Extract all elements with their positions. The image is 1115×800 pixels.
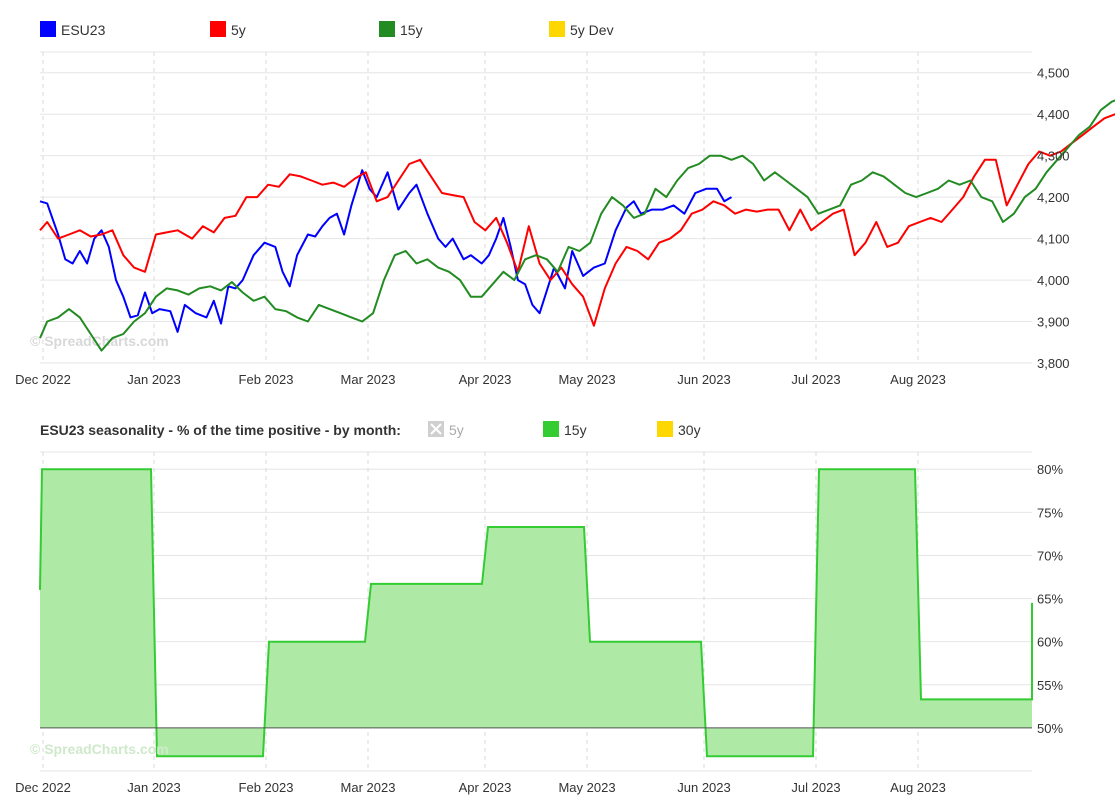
- watermark: © SpreadCharts.com: [30, 741, 169, 757]
- legend-item-15y[interactable]: 15y: [543, 421, 587, 438]
- x-tick-label: Dec 2022: [15, 372, 71, 387]
- legend-item-5y[interactable]: 5y: [210, 21, 246, 38]
- y-tick-label: 60%: [1037, 635, 1063, 650]
- y-tick-label: 4,400: [1037, 107, 1070, 122]
- y-tick-label: 50%: [1037, 721, 1063, 736]
- y-tick-label: 75%: [1037, 505, 1063, 520]
- watermark: © SpreadCharts.com: [30, 333, 169, 349]
- legend-item-5y-dev[interactable]: 5y Dev: [549, 21, 614, 38]
- y-tick-label: 3,800: [1037, 356, 1070, 371]
- price-line-chart: ESU23 5y 15y 5y Dev © SpreadCharts.com D…: [15, 21, 1115, 387]
- seasonality-x-axis: Dec 2022 Jan 2023 Feb 2023 Mar 2023 Apr 2023…: [15, 780, 946, 795]
- series-line-15y[interactable]: [39, 94, 1115, 352]
- y-tick-label: 4,500: [1037, 66, 1070, 81]
- x-tick-label: Dec 2022: [15, 780, 71, 795]
- legend-swatch-15y: [543, 421, 559, 437]
- legend-swatch-30y: [657, 421, 673, 437]
- y-tick-label: 4,200: [1037, 190, 1070, 205]
- x-tick-label: May 2023: [558, 780, 615, 795]
- seasonality-area-chart: ESU23 seasonality - % of the time positi…: [15, 421, 1063, 795]
- x-tick-label: Feb 2023: [239, 372, 294, 387]
- legend-label-esu23: ESU23: [61, 22, 106, 38]
- legend-item-esu23[interactable]: ESU23: [40, 21, 106, 38]
- x-tick-label: Jan 2023: [127, 780, 181, 795]
- x-tick-label: Jun 2023: [677, 780, 731, 795]
- series-line-5y[interactable]: [39, 73, 1115, 327]
- legend-item-5y-disabled[interactable]: 5y: [428, 421, 464, 438]
- y-tick-label: 4,000: [1037, 273, 1070, 288]
- legend-label-5y: 5y: [231, 22, 246, 38]
- x-tick-label: Apr 2023: [459, 780, 512, 795]
- x-tick-label: Mar 2023: [341, 780, 396, 795]
- y-tick-label: 55%: [1037, 678, 1063, 693]
- y-tick-label: 80%: [1037, 462, 1063, 477]
- legend-swatch-esu23: [40, 21, 56, 37]
- series-area-15y: [40, 469, 1032, 757]
- x-tick-label: Feb 2023: [239, 780, 294, 795]
- y-tick-label: 4,300: [1037, 149, 1070, 164]
- y-tick-label: 70%: [1037, 548, 1063, 563]
- seasonality-series: [39, 468, 1033, 758]
- legend-label-15y: 15y: [400, 22, 423, 38]
- seasonality-title: ESU23 seasonality - % of the time positi…: [40, 422, 401, 438]
- x-tick-label: Jul 2023: [791, 780, 840, 795]
- y-tick-label: 65%: [1037, 592, 1063, 607]
- x-tick-label: May 2023: [558, 372, 615, 387]
- x-tick-label: Jun 2023: [677, 372, 731, 387]
- price-chart-grid: [40, 51, 1032, 364]
- disabled-x-icon: [430, 423, 442, 435]
- x-tick-label: Aug 2023: [890, 372, 946, 387]
- legend-label-5y-dev: 5y Dev: [570, 22, 614, 38]
- legend-swatch-15y: [379, 21, 395, 37]
- x-tick-label: Jul 2023: [791, 372, 840, 387]
- x-tick-label: Jan 2023: [127, 372, 181, 387]
- legend-item-30y[interactable]: 30y: [657, 421, 701, 438]
- x-tick-label: Aug 2023: [890, 780, 946, 795]
- seasonality-legend: 5y 15y 30y: [428, 421, 701, 438]
- legend-swatch-5y-dev: [549, 21, 565, 37]
- series-line-15y[interactable]: [39, 468, 1033, 758]
- price-chart-x-axis: Dec 2022 Jan 2023 Feb 2023 Mar 2023 Apr 2023…: [15, 372, 946, 387]
- y-tick-label: 3,900: [1037, 315, 1070, 330]
- series-line-esu23[interactable]: [39, 169, 733, 333]
- legend-label-15y: 15y: [564, 422, 587, 438]
- legend-label-5y-disabled: 5y: [449, 422, 464, 438]
- legend-label-30y: 30y: [678, 422, 701, 438]
- price-chart-legend: ESU23 5y 15y 5y Dev: [40, 21, 614, 38]
- legend-item-15y[interactable]: 15y: [379, 21, 423, 38]
- y-tick-label: 4,100: [1037, 232, 1070, 247]
- x-tick-label: Mar 2023: [341, 372, 396, 387]
- price-chart-y-axis: 3,800 3,900 4,000 4,100 4,200 4,300 4,400 4,500: [1037, 66, 1070, 371]
- legend-swatch-5y: [210, 21, 226, 37]
- x-tick-label: Apr 2023: [459, 372, 512, 387]
- price-chart-series: [39, 73, 1115, 352]
- seasonality-y-axis: 50% 55% 60% 65% 70% 75% 80%: [1037, 462, 1063, 736]
